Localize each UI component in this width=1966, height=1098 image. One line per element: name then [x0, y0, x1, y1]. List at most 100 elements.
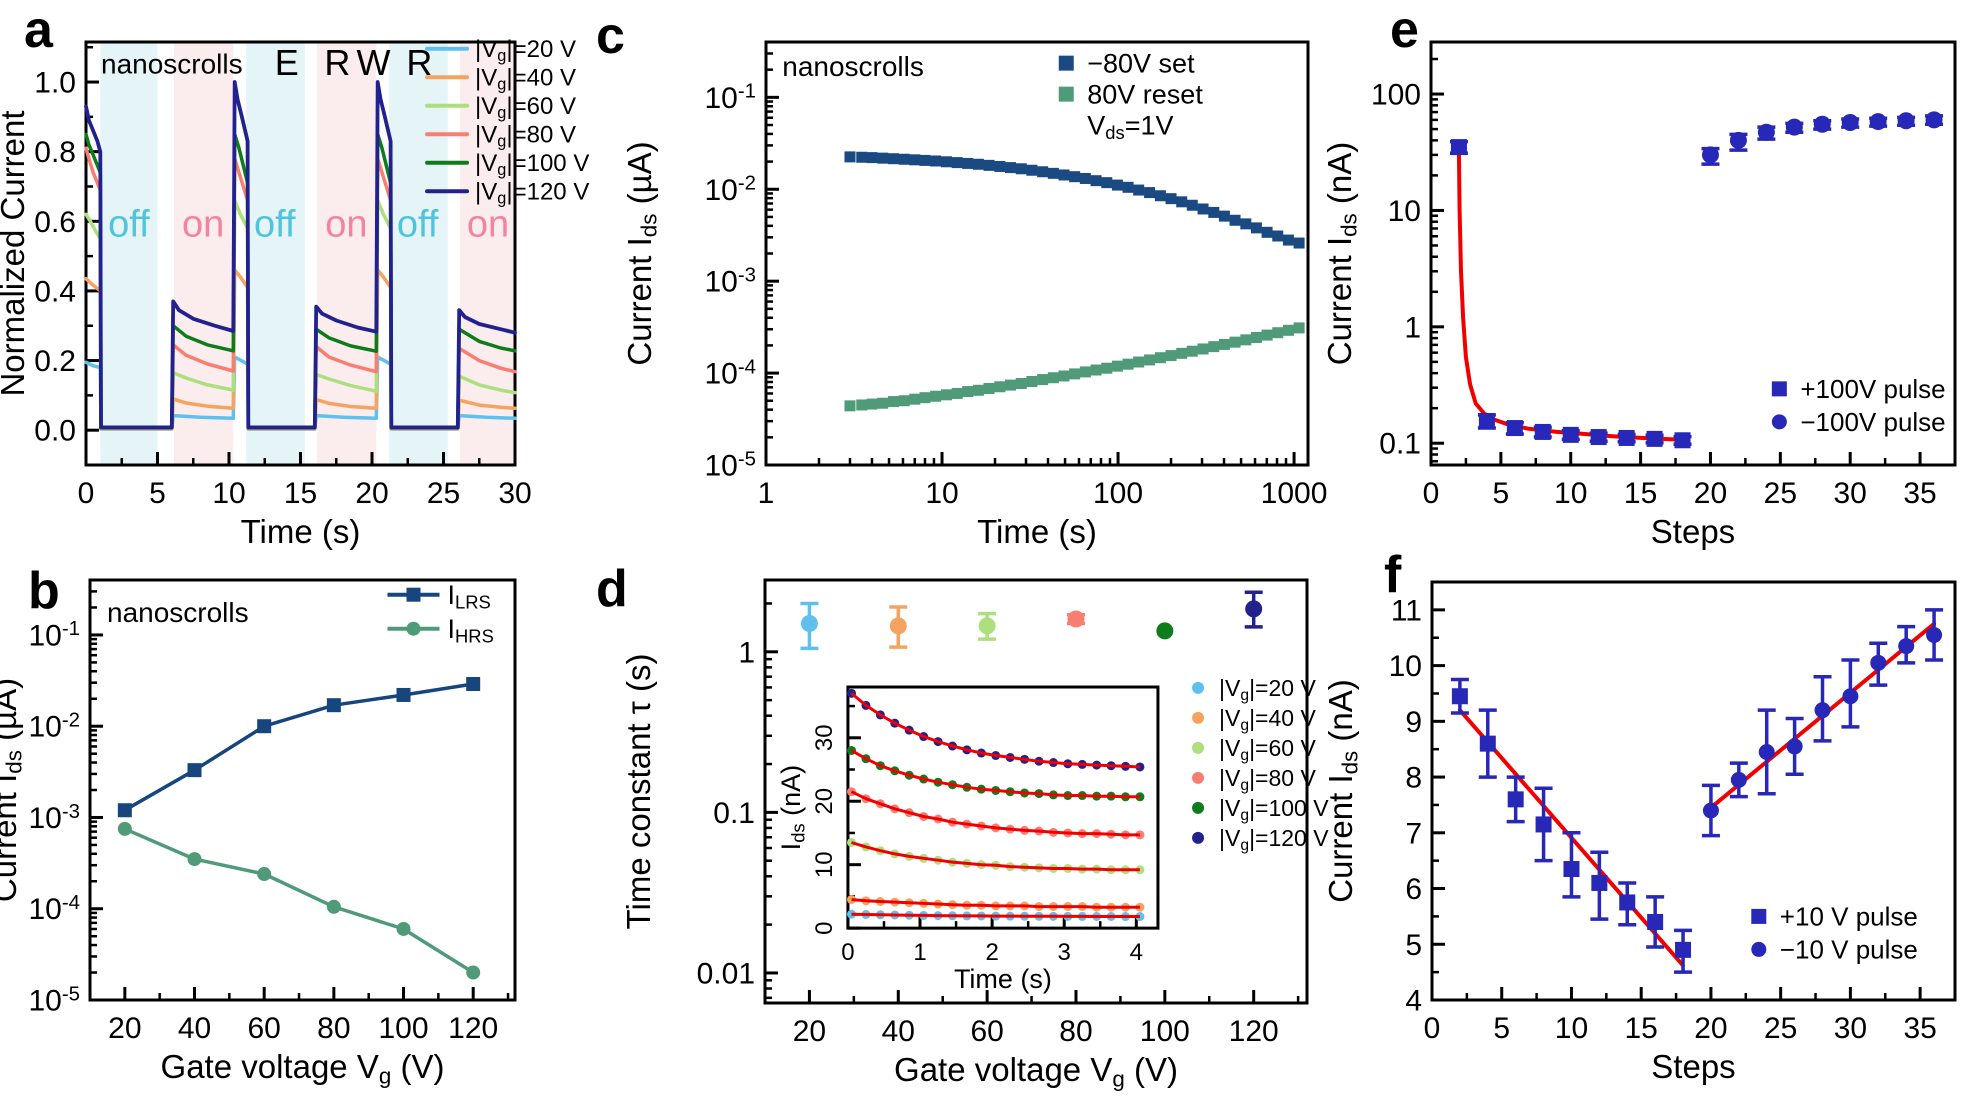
svg-text:3: 3 [1058, 939, 1071, 966]
svg-text:off: off [108, 204, 150, 246]
svg-text:120: 120 [448, 1012, 498, 1045]
svg-text:100: 100 [1371, 79, 1421, 112]
svg-text:80V reset: 80V reset [1087, 80, 1203, 110]
chart-b: 20 40 60 80 100 120 10-1 10-2 10-3 10-4 10-5 nanosc… [0, 578, 517, 1089]
svg-text:0: 0 [811, 921, 838, 934]
series-minus10V [1701, 608, 1944, 838]
svg-text:40: 40 [882, 1015, 915, 1048]
svg-text:0.6: 0.6 [34, 206, 76, 239]
svg-text:7: 7 [1405, 817, 1422, 850]
svg-text:Vds=1V: Vds=1V [1087, 111, 1173, 144]
svg-text:Time constant τ (s): Time constant τ (s) [620, 654, 657, 930]
svg-text:60: 60 [970, 1015, 1003, 1048]
panel-e-chart: 0 5 10 15 20 25 30 35 0.1 1 10 100 +100V pulse−100V … [1321, 40, 1957, 550]
svg-text:1000: 1000 [1261, 477, 1328, 510]
svg-text:|Vg|=20 V: |Vg|=20 V [1219, 675, 1316, 704]
series-plus10V [1450, 677, 1693, 974]
svg-text:nanoscrolls: nanoscrolls [782, 51, 924, 82]
svg-text:|Vg|=60 V: |Vg|=60 V [475, 93, 576, 122]
svg-text:|Vg|=120 V: |Vg|=120 V [1219, 825, 1329, 854]
svg-text:10-4: 10-4 [704, 356, 756, 390]
series-vg120 [84, 80, 517, 430]
svg-text:20: 20 [108, 1012, 141, 1045]
svg-text:10-1: 10-1 [28, 618, 80, 652]
svg-text:10: 10 [925, 477, 958, 510]
svg-text:−100V pulse: −100V pulse [1800, 407, 1945, 437]
svg-text:|Vg|=100 V: |Vg|=100 V [475, 150, 589, 179]
svg-text:|Vg|=40 V: |Vg|=40 V [1219, 705, 1316, 734]
series-decay20 [847, 909, 1145, 922]
axes-ticks: 0 5 10 15 20 25 30 35 4 5 6 7 8 9 10 11 [1389, 580, 1957, 1045]
svg-text:|Vg|=80 V: |Vg|=80 V [1219, 765, 1316, 794]
svg-text:on: on [467, 204, 509, 246]
svg-text:20: 20 [1694, 477, 1727, 510]
svg-text:25: 25 [427, 477, 460, 510]
svg-text:20: 20 [1694, 1012, 1727, 1045]
svg-text:0: 0 [1423, 477, 1440, 510]
panel-d: d 20 40 60 80 100 120 1 0.1 0.01 |Vg|=20 V |Vg|=40… [560, 549, 1380, 1098]
svg-text:8: 8 [1405, 762, 1422, 795]
svg-text:Current Ids (µA): Current Ids (µA) [621, 141, 662, 365]
svg-text:20: 20 [793, 1015, 826, 1048]
series-I_LRS [117, 677, 481, 818]
svg-text:80: 80 [1059, 1015, 1092, 1048]
series-tau120 [1244, 590, 1263, 629]
svg-text:25: 25 [1764, 1012, 1797, 1045]
svg-text:Ids (nA): Ids (nA) [776, 765, 809, 850]
svg-text:10-5: 10-5 [28, 983, 80, 1017]
svg-text:25: 25 [1764, 477, 1797, 510]
axes-ticks: 20 40 60 80 100 120 10-1 10-2 10-3 10-4 10-5 [28, 578, 510, 1045]
svg-text:2: 2 [985, 939, 998, 966]
svg-text:100: 100 [378, 1012, 428, 1045]
svg-text:40: 40 [178, 1012, 211, 1045]
svg-text:6: 6 [1405, 873, 1422, 906]
svg-text:5: 5 [1493, 477, 1510, 510]
svg-text:|Vg|=60 V: |Vg|=60 V [1219, 735, 1316, 764]
svg-text:0.1: 0.1 [713, 797, 755, 830]
panel-a: a 0 5 10 15 20 25 30 0.0 0.2 0.4 0.6 0.8 1.0 nanoscro… [0, 0, 589, 550]
legend-0: +100V pulse−100V pulse [1771, 374, 1946, 437]
svg-text:|Vg|=80 V: |Vg|=80 V [475, 122, 576, 151]
panel-letter-c: c [596, 7, 625, 65]
svg-text:10: 10 [1555, 1012, 1588, 1045]
svg-text:35: 35 [1903, 1012, 1936, 1045]
legend-0: |Vg|=20 V|Vg|=40 V|Vg|=60 V|Vg|=80 V|Vg|… [425, 36, 589, 208]
panel-a-chart: 0 5 10 15 20 25 30 0.0 0.2 0.4 0.6 0.8 1.0 nanoscroll… [0, 36, 589, 550]
svg-text:1: 1 [758, 477, 775, 510]
series-tau100 [1156, 622, 1174, 640]
svg-text:20: 20 [811, 788, 838, 815]
shading-bands [100, 42, 515, 465]
panel-b-chart: 20 40 60 80 100 120 10-1 10-2 10-3 10-4 10-5 nanosc… [0, 578, 517, 1089]
svg-text:15: 15 [1624, 477, 1657, 510]
svg-text:0: 0 [78, 477, 95, 510]
series-minus100V [1701, 111, 1944, 166]
svg-text:Gate voltage Vg (V): Gate voltage Vg (V) [161, 1048, 445, 1089]
series-decay40 [847, 895, 1145, 912]
svg-text:5: 5 [149, 477, 166, 510]
svg-text:0.8: 0.8 [34, 136, 76, 169]
svg-text:1: 1 [1404, 311, 1421, 344]
svg-text:on: on [325, 204, 367, 246]
svg-text:30: 30 [811, 724, 838, 751]
series-tau40 [889, 605, 908, 649]
svg-text:10: 10 [1389, 650, 1422, 683]
svg-text:W: W [356, 42, 390, 83]
axes-ticks: 0 1 2 3 4 0 10 20 30 [811, 704, 1143, 966]
svg-text:off: off [397, 204, 439, 246]
panel-f: f 0 5 10 15 20 25 30 35 4 5 6 7 8 9 10 11 +10 V pulse −10… [1322, 549, 1966, 1098]
svg-text:30: 30 [1834, 1012, 1867, 1045]
svg-text:nanoscrolls: nanoscrolls [107, 597, 249, 628]
svg-text:20: 20 [355, 477, 388, 510]
annotations: nanoscrolls [107, 597, 249, 628]
svg-text:11: 11 [1391, 594, 1422, 627]
svg-text:10: 10 [212, 477, 245, 510]
panel-letter-e: e [1390, 1, 1419, 59]
axes-ticks: 0 5 10 15 20 25 30 0.0 0.2 0.4 0.6 0.8 1.0 [34, 45, 532, 510]
chart-c: 1 10 100 1000 10-1 10-2 10-3 10-4 10-5 nanoscroll… [621, 40, 1328, 550]
svg-text:|Vg|=40 V: |Vg|=40 V [475, 65, 576, 94]
